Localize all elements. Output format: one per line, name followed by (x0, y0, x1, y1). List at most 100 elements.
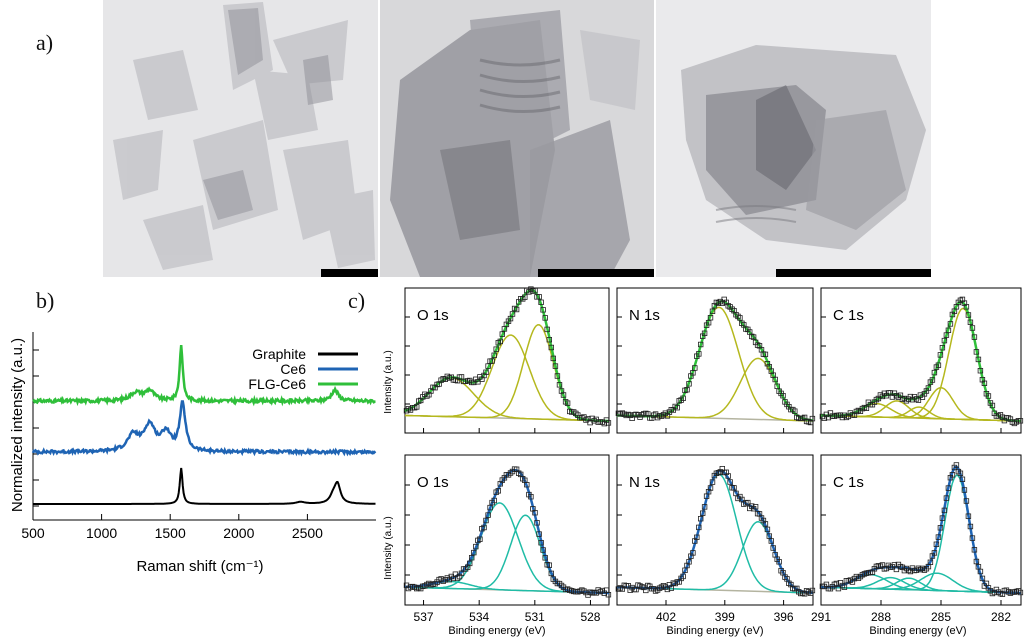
xps-y-axis-label-bottom: Intensity (a.u.) (383, 516, 394, 579)
xps-data-point (709, 308, 716, 314)
xps-data-point (709, 479, 716, 485)
xps-data-point (961, 487, 968, 493)
xps-data-point (499, 331, 505, 337)
xps-data-point (546, 336, 552, 343)
xps-data-point (975, 356, 982, 363)
xps-x-tick-label: 402 (656, 610, 676, 624)
xps-data-point (963, 498, 970, 504)
xps-data-point (701, 504, 708, 510)
xps-data-point (969, 325, 976, 331)
xps-x-axis-label-3: Binding energy (eV) (869, 625, 966, 637)
xps-data-point (835, 585, 842, 592)
xps-data-point (915, 397, 922, 403)
xps-data-point (698, 516, 704, 522)
xps-data-point (927, 559, 934, 565)
xps-data-point (943, 495, 950, 501)
xps-data-point (489, 358, 495, 364)
xps-data-point (692, 365, 698, 371)
xps-data-point (684, 386, 690, 393)
xps-data-point (698, 341, 704, 348)
xps-data-point (483, 369, 489, 375)
xps-data-point (471, 549, 477, 556)
xps-data-point (807, 590, 814, 596)
xps-data-point (977, 568, 984, 575)
xps-data-point (522, 294, 528, 300)
xps-frame (616, 454, 814, 606)
xps-data-point (725, 303, 731, 309)
xps-data-point (680, 573, 686, 580)
xps-data-point (705, 319, 712, 326)
xps-data-point (863, 405, 870, 411)
xps-data-point (945, 327, 952, 333)
xps-data-point (941, 507, 948, 514)
xps-data-point (762, 521, 769, 527)
xps-data-point (973, 558, 980, 565)
xps-data-point (487, 504, 493, 511)
raman-legend-label-flg-ce6: FLG-Ce6 (248, 376, 306, 392)
xps-data-point (696, 524, 702, 531)
raman-y-axis-label: Normalized intensity (a.u.) (9, 338, 26, 512)
xps-data-point (977, 367, 984, 374)
raman-series-ce6 (31, 400, 377, 457)
xps-data-point (965, 312, 972, 318)
xps-data-point (534, 520, 540, 526)
xps-data-point (532, 509, 538, 516)
xps-data-point (528, 493, 534, 500)
xps-data-point (680, 395, 686, 401)
xps-data-point (735, 313, 741, 320)
panel-label-b: b) (36, 288, 55, 313)
xps-data-point (542, 315, 548, 321)
xps-data-point (727, 479, 733, 485)
xps-data-point (544, 326, 550, 333)
xps-data-point (605, 592, 612, 598)
xps-data-point (536, 294, 542, 300)
xps-data-point (513, 306, 520, 313)
raman-x-tick-label: 1500 (155, 525, 186, 541)
raman-x-tick-label: 2000 (223, 525, 254, 541)
xps-data-point (735, 495, 741, 502)
xps-data-point (536, 531, 542, 537)
xps-data-point (963, 304, 970, 310)
xps-panel-label: O 1s (417, 474, 449, 491)
xps-data-point (524, 481, 530, 488)
xps-x-axis-label-2: Binding energy (eV) (666, 625, 763, 637)
xps-y-axis-label-top: Intensity (a.u.) (383, 350, 394, 413)
xps-data-point (745, 499, 751, 506)
xps-data-point (700, 333, 706, 339)
tem-image-2 (380, 0, 654, 277)
panel-label-a: a) (36, 30, 54, 55)
xps-data-point (532, 287, 538, 294)
xps-data-point (497, 338, 503, 345)
xps-data-point (959, 476, 966, 482)
xps-data-point (725, 473, 731, 479)
xps-data-point (509, 311, 516, 317)
xps-panel-label: C 1s (833, 307, 864, 324)
xps-data-point (931, 550, 938, 556)
xps-data-point (1017, 418, 1024, 424)
xps-data-point (973, 349, 980, 355)
xps-component (617, 521, 813, 594)
xps-data-point (554, 373, 561, 379)
xps-data-point (833, 580, 840, 587)
xps-data-point (686, 559, 692, 565)
xps-data-point (737, 315, 743, 321)
xps-data-point (965, 513, 972, 519)
xps-data-point (949, 472, 956, 478)
xps-data-point (637, 583, 643, 589)
raman-series-flg-ce6 (32, 344, 376, 407)
xps-data-point (764, 526, 771, 533)
xps-x-tick-label: 282 (991, 610, 1011, 624)
xps-data-point (485, 512, 491, 518)
raman-series-graphite (33, 467, 376, 505)
xps-data-point (668, 585, 674, 591)
xps-data-point (627, 412, 633, 418)
xps-x-tick-label: 396 (774, 610, 794, 624)
xps-data-point (538, 540, 544, 546)
xps-data-point (750, 334, 757, 340)
xps-data-point (477, 536, 483, 542)
xps-data-point (1017, 589, 1024, 596)
xps-data-point (967, 523, 974, 530)
xps-data-point (939, 515, 946, 521)
xps-x-tick-label: 291 (811, 610, 831, 624)
tem-image-1 (103, 0, 378, 277)
